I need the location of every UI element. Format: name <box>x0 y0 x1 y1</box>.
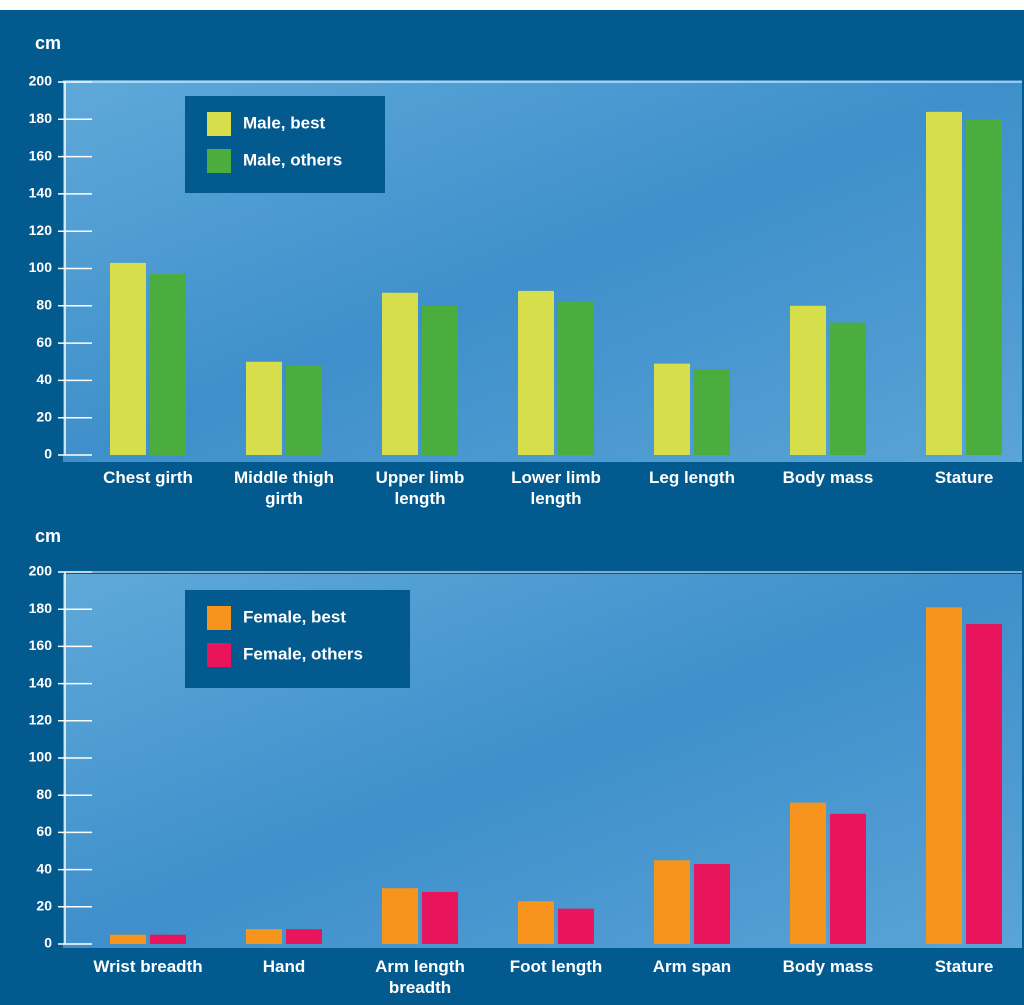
bar <box>246 361 282 455</box>
bar <box>694 369 730 455</box>
x-tick-label: Foot length <box>509 957 603 976</box>
x-tick-label: Body mass <box>782 468 874 487</box>
legend-label: Female, others <box>243 644 363 663</box>
y-tick-label: 40 <box>36 371 52 387</box>
bar <box>558 908 594 944</box>
bar <box>382 888 418 944</box>
y-tick-label: 120 <box>29 222 53 238</box>
bar <box>926 111 962 455</box>
legend <box>185 96 385 193</box>
x-tick-label: Upper limb length <box>375 468 465 508</box>
x-tick-label: Stature <box>934 957 994 976</box>
x-tick-label: Middle thigh girth <box>233 468 335 508</box>
y-axis-label: cm <box>35 526 61 546</box>
legend-swatch <box>207 606 231 630</box>
y-tick-label: 60 <box>36 334 52 350</box>
bar <box>694 864 730 944</box>
bar <box>518 290 554 455</box>
bar <box>830 322 866 455</box>
x-tick-label: Arm span <box>652 957 732 976</box>
bar <box>790 305 826 455</box>
y-tick-label: 0 <box>44 446 52 462</box>
y-tick-label: 160 <box>29 147 53 163</box>
bar <box>790 802 826 944</box>
bar <box>286 929 322 944</box>
y-tick-label: 100 <box>29 259 53 275</box>
x-tick-label: Wrist breadth <box>93 957 203 976</box>
x-tick-label: Hand <box>262 957 306 976</box>
x-tick-label: Arm length breadth <box>375 957 465 997</box>
bar <box>966 119 1002 456</box>
legend-label: Female, best <box>243 607 346 626</box>
legend-swatch <box>207 643 231 667</box>
x-tick-label: Body mass <box>782 957 874 976</box>
bar <box>286 365 322 455</box>
bar <box>422 305 458 455</box>
bar <box>110 262 146 455</box>
bar <box>150 274 186 455</box>
y-tick-label: 0 <box>44 935 52 951</box>
legend <box>185 590 410 688</box>
bar <box>382 292 418 455</box>
bar <box>830 813 866 944</box>
bar <box>654 363 690 455</box>
bar <box>926 607 962 944</box>
legend-label: Male, best <box>243 113 326 132</box>
x-tick-label: Chest girth <box>103 468 193 487</box>
y-tick-label: 180 <box>29 110 53 126</box>
bar <box>558 302 594 455</box>
y-tick-label: 40 <box>36 860 52 876</box>
y-tick-label: 20 <box>36 898 52 914</box>
legend-swatch <box>207 149 231 173</box>
y-axis-label: cm <box>35 33 61 53</box>
legend-label: Male, others <box>243 150 342 169</box>
y-tick-label: 140 <box>29 674 53 690</box>
y-tick-label: 160 <box>29 637 53 653</box>
y-tick-label: 200 <box>29 563 53 579</box>
bar <box>150 934 186 944</box>
y-tick-label: 180 <box>29 600 53 616</box>
bar <box>966 624 1002 944</box>
y-tick-label: 200 <box>29 73 53 89</box>
bar <box>518 901 554 944</box>
bar <box>246 929 282 944</box>
y-tick-label: 20 <box>36 408 52 424</box>
bar <box>110 934 146 944</box>
x-tick-label: Leg length <box>649 468 735 487</box>
bar <box>654 860 690 944</box>
x-tick-label: Stature <box>934 468 994 487</box>
y-tick-label: 120 <box>29 712 53 728</box>
legend-swatch <box>207 112 231 136</box>
y-tick-label: 100 <box>29 749 53 765</box>
bar <box>422 891 458 944</box>
y-tick-label: 140 <box>29 185 53 201</box>
y-tick-label: 60 <box>36 823 52 839</box>
y-tick-label: 80 <box>36 297 52 313</box>
x-tick-label: Lower limb length <box>511 468 601 508</box>
y-tick-label: 80 <box>36 786 52 802</box>
